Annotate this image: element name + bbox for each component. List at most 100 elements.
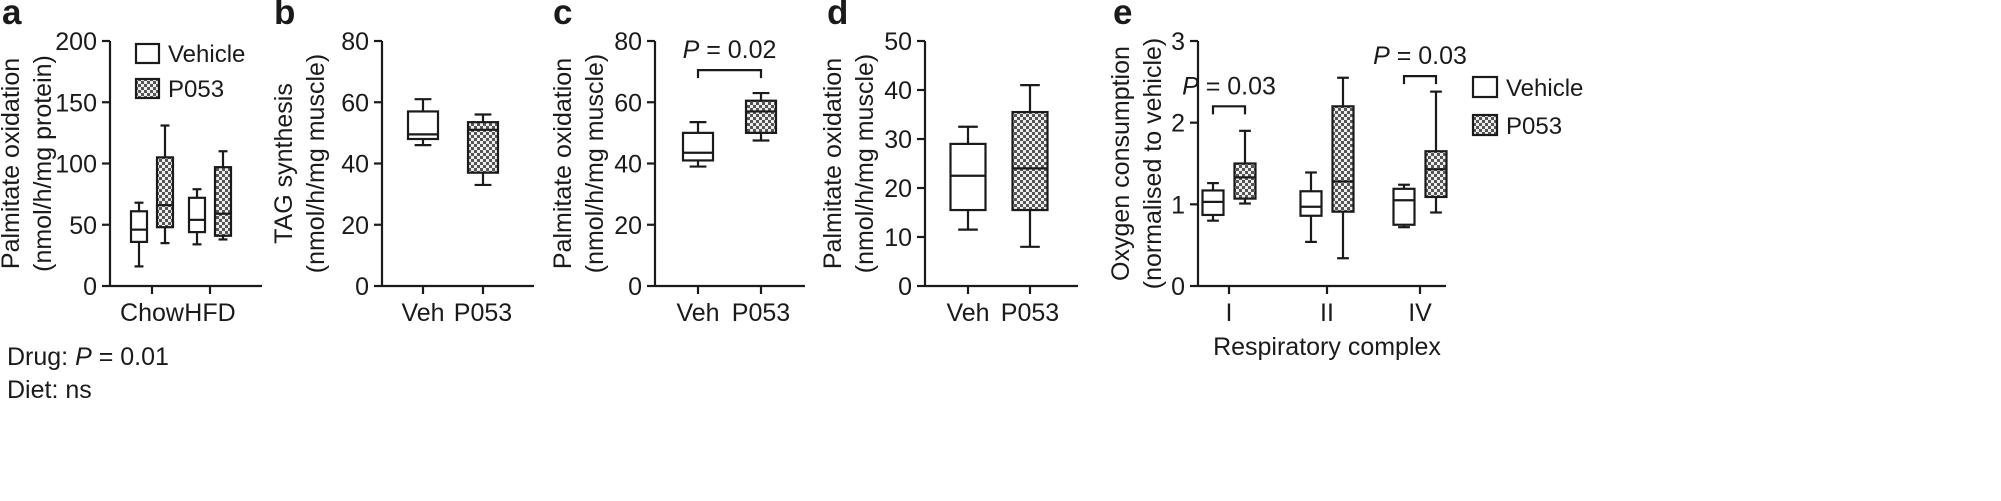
legend-label: P053: [1506, 113, 1562, 140]
y-tick-label: 2: [1171, 110, 1185, 138]
y-tick-label: 60: [614, 89, 642, 117]
legend-label: Vehicle: [168, 41, 245, 68]
x-tick-label: Veh: [676, 299, 719, 327]
box-iqr: [744, 99, 778, 134]
y-axis-label: (nmol/h/mg muscle): [302, 54, 330, 274]
panel-e: e Oxygen consumption (normalised to vehicl…: [1107, 0, 1583, 361]
p-value: = 0.01: [92, 343, 169, 371]
box-iqr: [155, 156, 175, 229]
p-symbol: P: [75, 343, 92, 371]
legend-swatch: [134, 77, 161, 100]
x-tick-label: HFD: [184, 299, 235, 327]
box-plot: [466, 113, 500, 187]
y-axis-label: (nmol/h/mg muscle): [851, 54, 879, 274]
panel-a: a Palmitate oxidation (nmol/h/mg protein) 0…: [0, 0, 262, 404]
x-axis-label: Respiratory complex: [1213, 333, 1441, 361]
y-tick-label: 20: [614, 212, 642, 240]
legend-swatch: [1471, 75, 1499, 99]
p-value: = 0.02: [699, 36, 776, 64]
significance-bracket: [1211, 105, 1247, 115]
y-tick-label: 0: [83, 273, 97, 301]
y-axis-label: Palmitate oxidation: [0, 58, 25, 269]
x-tick-label: Veh: [946, 299, 989, 327]
box-plot: [744, 91, 778, 142]
y-tick-label: 0: [898, 273, 912, 301]
box-plot: [406, 98, 440, 147]
box-iqr: [187, 196, 207, 234]
y-axis-label: (nmol/h/mg protein): [29, 55, 57, 272]
y-tick-label: 0: [1171, 273, 1185, 301]
x-tick-label: P053: [732, 299, 790, 327]
y-axis-label: TAG synthesis: [270, 83, 298, 244]
p-symbol: P: [683, 36, 700, 64]
y-tick-label: 3: [1171, 28, 1185, 56]
legend-label: P053: [168, 76, 224, 103]
annotation-prefix: Diet: ns: [7, 376, 92, 404]
panel-label: b: [274, 0, 295, 32]
y-tick-label: 10: [884, 224, 912, 252]
p-symbol: P: [1373, 42, 1390, 70]
p-symbol: P: [1182, 72, 1199, 100]
y-tick-label: 1: [1171, 191, 1185, 219]
y-axis-label: Palmitate oxidation: [549, 58, 577, 269]
legend-swatch: [1471, 113, 1499, 137]
p-value: = 0.03: [1199, 72, 1276, 100]
box-plot: [129, 201, 149, 268]
y-tick-label: 20: [884, 175, 912, 203]
y-axis-label: Oxygen consumption: [1107, 46, 1135, 281]
x-tick-label: P053: [1001, 299, 1059, 327]
box-plot: [1299, 171, 1323, 243]
x-tick-label: II: [1320, 299, 1334, 327]
x-tick-label: I: [1226, 299, 1233, 327]
y-axis-label: (nmol/h/mg muscle): [581, 54, 609, 274]
box-plot: [155, 124, 175, 245]
box-plot: [1011, 83, 1049, 248]
panel-label: e: [1113, 0, 1132, 32]
box-iqr: [213, 166, 233, 237]
x-tick-label: P053: [454, 299, 512, 327]
panel-label: c: [553, 0, 572, 32]
x-tick-label: IV: [1408, 299, 1432, 327]
significance-bracket: [1402, 75, 1438, 85]
box-iqr: [1233, 162, 1257, 200]
box-plot: [213, 150, 233, 241]
box-iqr: [1299, 190, 1323, 217]
y-tick-label: 50: [69, 212, 97, 240]
panel-d: d Palmitate oxidation (nmol/h/mg muscle) 0 1…: [819, 0, 1078, 327]
box-plot: [1233, 129, 1257, 205]
annotation-prefix: Drug:: [7, 343, 75, 371]
legend-swatch: [134, 42, 161, 65]
box-iqr: [1011, 110, 1049, 212]
y-tick-label: 40: [614, 151, 642, 179]
box-plot: [1331, 76, 1355, 260]
annotation: Drug: P = 0.01: [7, 343, 169, 371]
p-value-label: P = 0.03: [1182, 72, 1276, 100]
y-tick-label: 80: [614, 28, 642, 56]
panel-label: d: [827, 0, 848, 32]
box-iqr: [681, 131, 715, 162]
y-axis-label: Palmitate oxidation: [819, 58, 847, 269]
y-tick-label: 20: [341, 212, 369, 240]
box-plot: [187, 188, 207, 246]
y-tick-label: 200: [55, 28, 97, 56]
box-plot: [1424, 90, 1448, 214]
y-tick-label: 40: [341, 151, 369, 179]
p-value-label: P = 0.02: [683, 36, 777, 64]
panel-label: a: [2, 0, 22, 32]
y-tick-label: 80: [341, 28, 369, 56]
x-tick-label: Chow: [120, 299, 185, 327]
box-plot: [681, 121, 715, 168]
panel-b: b TAG synthesis (nmol/h/mg muscle) 0 20 40 60 8…: [270, 0, 534, 327]
panel-c: c Palmitate oxidation (nmol/h/mg muscle) 0 2…: [549, 0, 805, 327]
box-iqr: [1424, 150, 1448, 199]
y-tick-label: 30: [884, 126, 912, 154]
box-iqr: [949, 142, 987, 212]
x-tick-label: Veh: [401, 299, 444, 327]
box-iqr: [1331, 105, 1355, 213]
y-axis-label: (normalised to vehicle): [1139, 38, 1167, 290]
y-tick-label: 50: [884, 28, 912, 56]
y-tick-label: 40: [884, 77, 912, 105]
y-tick-label: 0: [355, 273, 369, 301]
annotation: Diet: ns: [7, 376, 92, 404]
